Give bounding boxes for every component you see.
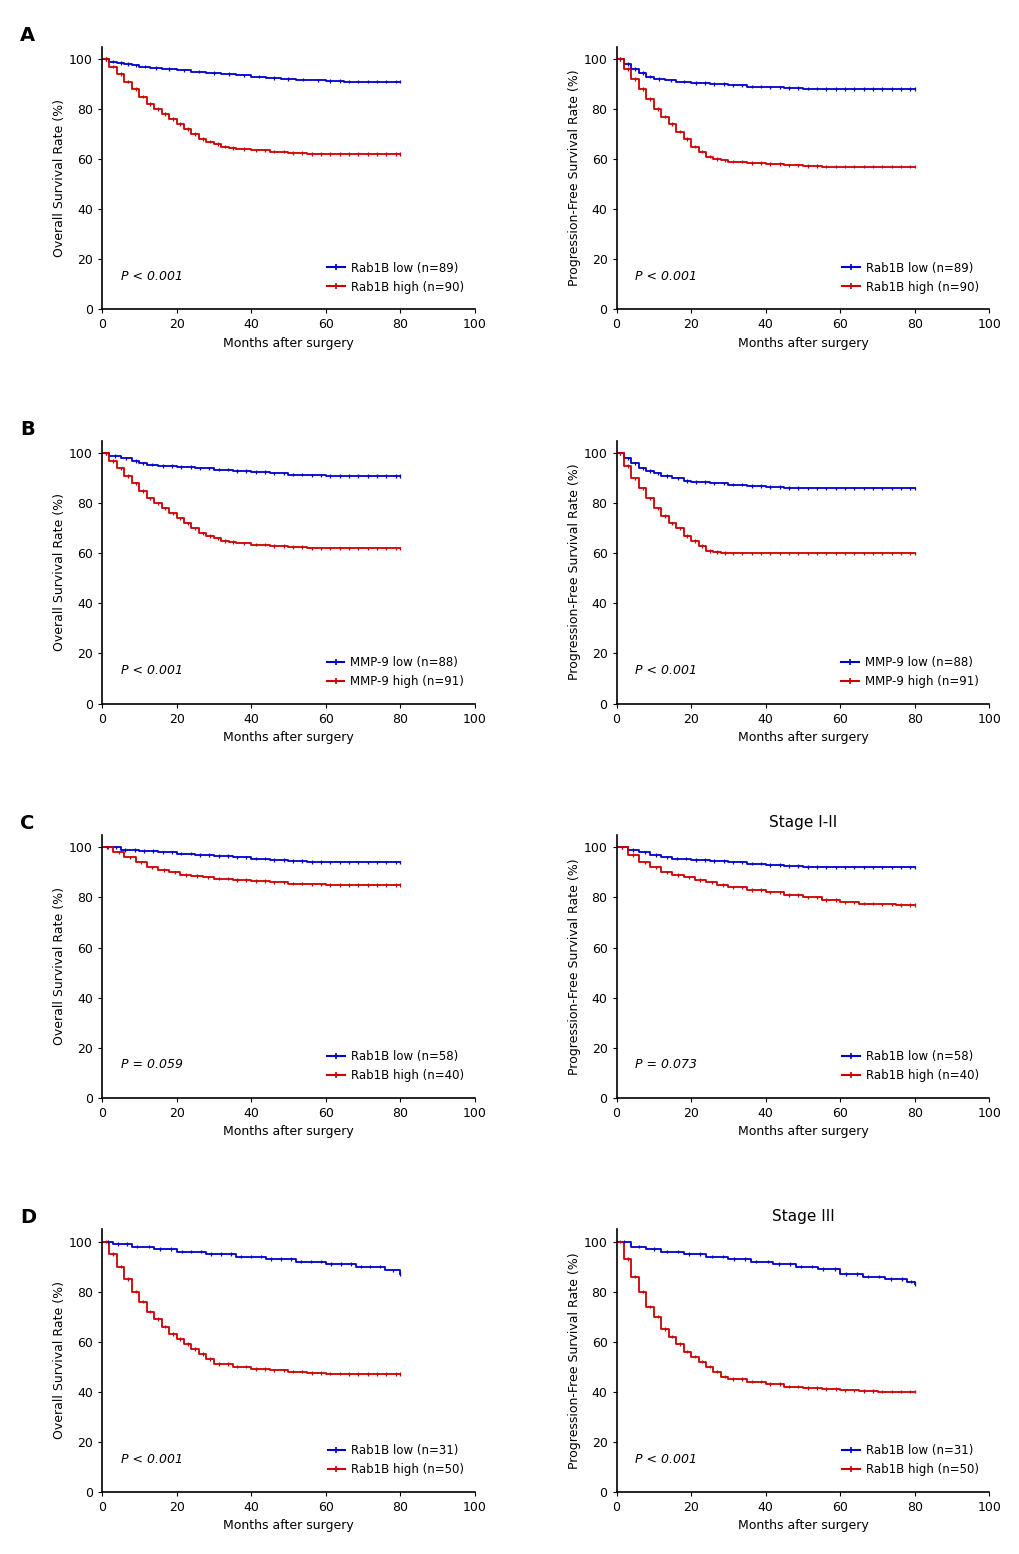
- Legend: Rab1B low (n=31), Rab1B high (n=50): Rab1B low (n=31), Rab1B high (n=50): [323, 1439, 469, 1481]
- Text: P < 0.001: P < 0.001: [635, 664, 697, 678]
- Text: C: C: [20, 814, 35, 833]
- Text: P < 0.001: P < 0.001: [635, 1453, 697, 1465]
- X-axis label: Months after surgery: Months after surgery: [223, 1125, 354, 1138]
- Legend: MMP-9 low (n=88), MMP-9 high (n=91): MMP-9 low (n=88), MMP-9 high (n=91): [322, 651, 469, 693]
- Y-axis label: Overall Survival Rate (%): Overall Survival Rate (%): [53, 99, 66, 256]
- Legend: Rab1B low (n=89), Rab1B high (n=90): Rab1B low (n=89), Rab1B high (n=90): [322, 256, 469, 298]
- Text: P < 0.001: P < 0.001: [120, 1453, 182, 1465]
- X-axis label: Months after surgery: Months after surgery: [737, 337, 867, 350]
- Text: B: B: [20, 420, 35, 438]
- X-axis label: Months after surgery: Months after surgery: [737, 730, 867, 744]
- X-axis label: Months after surgery: Months after surgery: [737, 1125, 867, 1138]
- Y-axis label: Overall Survival Rate (%): Overall Survival Rate (%): [53, 493, 66, 651]
- Legend: Rab1B low (n=58), Rab1B high (n=40): Rab1B low (n=58), Rab1B high (n=40): [322, 1046, 469, 1086]
- Y-axis label: Progression-Free Survival Rate (%): Progression-Free Survival Rate (%): [568, 463, 580, 681]
- Y-axis label: Overall Survival Rate (%): Overall Survival Rate (%): [53, 887, 66, 1046]
- X-axis label: Months after surgery: Months after surgery: [223, 730, 354, 744]
- Text: P < 0.001: P < 0.001: [120, 270, 182, 283]
- Legend: MMP-9 low (n=88), MMP-9 high (n=91): MMP-9 low (n=88), MMP-9 high (n=91): [836, 651, 982, 693]
- Y-axis label: Overall Survival Rate (%): Overall Survival Rate (%): [53, 1282, 66, 1439]
- X-axis label: Months after surgery: Months after surgery: [737, 1520, 867, 1532]
- Text: P < 0.001: P < 0.001: [120, 664, 182, 678]
- Text: P = 0.073: P = 0.073: [635, 1058, 697, 1071]
- Legend: Rab1B low (n=89), Rab1B high (n=90): Rab1B low (n=89), Rab1B high (n=90): [837, 256, 982, 298]
- Text: P = 0.059: P = 0.059: [120, 1058, 182, 1071]
- Legend: Rab1B low (n=58), Rab1B high (n=40): Rab1B low (n=58), Rab1B high (n=40): [837, 1046, 982, 1086]
- Title: Stage III: Stage III: [770, 1209, 834, 1223]
- Title: Stage I-II: Stage I-II: [768, 814, 837, 830]
- Text: D: D: [20, 1207, 36, 1228]
- X-axis label: Months after surgery: Months after surgery: [223, 1520, 354, 1532]
- Y-axis label: Progression-Free Survival Rate (%): Progression-Free Survival Rate (%): [568, 70, 580, 286]
- Y-axis label: Progression-Free Survival Rate (%): Progression-Free Survival Rate (%): [568, 858, 580, 1075]
- Y-axis label: Progression-Free Survival Rate (%): Progression-Free Survival Rate (%): [568, 1253, 580, 1469]
- Text: A: A: [20, 25, 35, 45]
- X-axis label: Months after surgery: Months after surgery: [223, 337, 354, 350]
- Text: P < 0.001: P < 0.001: [635, 270, 697, 283]
- Legend: Rab1B low (n=31), Rab1B high (n=50): Rab1B low (n=31), Rab1B high (n=50): [837, 1439, 982, 1481]
